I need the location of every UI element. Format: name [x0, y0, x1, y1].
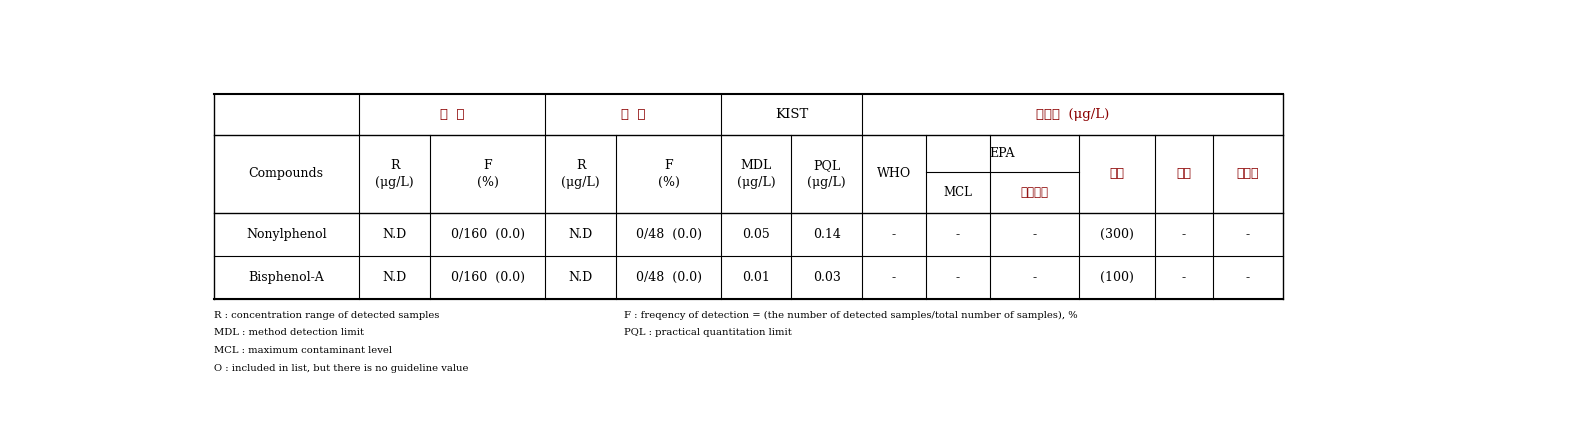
Text: Bisphenol-A: Bisphenol-A [248, 271, 324, 284]
Text: -: - [1032, 228, 1037, 241]
Text: MCL : maximum contaminant level: MCL : maximum contaminant level [213, 346, 391, 355]
Text: 0.05: 0.05 [743, 228, 770, 241]
Text: R : concentration range of detected samples: R : concentration range of detected samp… [213, 311, 439, 320]
Text: 발암그룹: 발암그룹 [1021, 186, 1048, 199]
Text: N.D: N.D [383, 228, 407, 241]
Text: 0/160  (0.0): 0/160 (0.0) [450, 228, 525, 241]
Text: -: - [1247, 228, 1250, 241]
Text: 0.01: 0.01 [743, 271, 770, 284]
Text: Compounds: Compounds [248, 167, 324, 180]
Text: 0.03: 0.03 [812, 271, 841, 284]
Text: 호주: 호주 [1177, 167, 1191, 180]
Text: 0/48  (0.0): 0/48 (0.0) [636, 271, 701, 284]
Text: (300): (300) [1100, 228, 1134, 241]
Text: F
(%): F (%) [658, 159, 681, 189]
Text: 정  수: 정 수 [440, 108, 464, 121]
Text: 캐나다: 캐나다 [1237, 167, 1259, 180]
Text: MDL : method detection limit: MDL : method detection limit [213, 328, 364, 338]
Text: -: - [1247, 271, 1250, 284]
Text: (100): (100) [1100, 271, 1134, 284]
Text: 일본: 일본 [1110, 167, 1124, 180]
Text: 0/160  (0.0): 0/160 (0.0) [450, 271, 525, 284]
Text: -: - [956, 228, 960, 241]
Text: N.D: N.D [569, 271, 593, 284]
Text: PQL
(μg/L): PQL (μg/L) [808, 159, 846, 189]
Text: 기준값  (μg/L): 기준값 (μg/L) [1035, 108, 1110, 121]
Text: 원  수: 원 수 [620, 108, 646, 121]
Text: 0/48  (0.0): 0/48 (0.0) [636, 228, 701, 241]
Text: N.D: N.D [383, 271, 407, 284]
Text: EPA: EPA [989, 147, 1014, 160]
Text: WHO: WHO [876, 167, 911, 180]
Text: 0.14: 0.14 [812, 228, 841, 241]
Text: F : freqency of detection = (the number of detected samples/total number of samp: F : freqency of detection = (the number … [623, 311, 1078, 320]
Text: MCL: MCL [943, 186, 971, 199]
Text: -: - [956, 271, 960, 284]
Text: O : included in list, but there is no guideline value: O : included in list, but there is no gu… [213, 364, 467, 373]
Text: Nonylphenol: Nonylphenol [246, 228, 326, 241]
Text: MDL
(μg/L): MDL (μg/L) [738, 159, 776, 189]
Text: -: - [892, 228, 895, 241]
Text: F
(%): F (%) [477, 159, 499, 189]
Text: R
(μg/L): R (μg/L) [561, 159, 599, 189]
Text: -: - [1032, 271, 1037, 284]
Text: N.D: N.D [569, 228, 593, 241]
Text: PQL : practical quantitation limit: PQL : practical quantitation limit [623, 328, 792, 338]
Text: R
(μg/L): R (μg/L) [375, 159, 413, 189]
Text: -: - [1181, 271, 1186, 284]
Text: -: - [892, 271, 895, 284]
Text: -: - [1181, 228, 1186, 241]
Text: KIST: KIST [774, 108, 808, 121]
